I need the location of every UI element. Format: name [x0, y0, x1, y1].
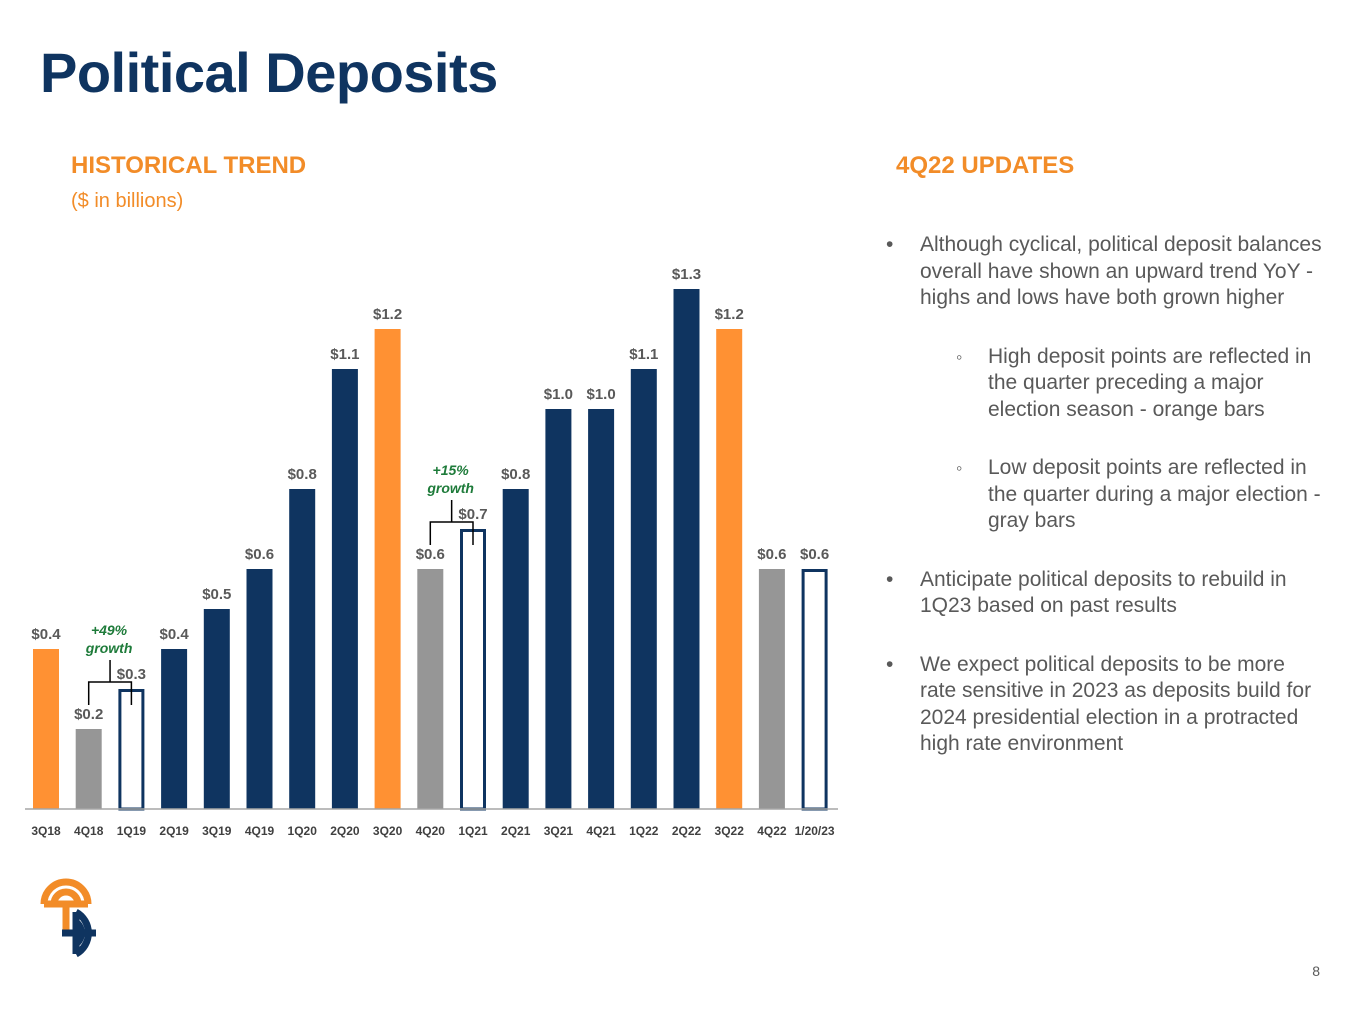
x-tick-label: 2Q19 [159, 824, 189, 838]
x-tick-label: 1Q20 [288, 824, 318, 838]
bar-value-label: $0.5 [202, 586, 231, 603]
bar-value-label: $0.2 [74, 706, 103, 723]
growth-annotation-percent: +49% [91, 622, 128, 638]
x-tick-label: 1Q21 [458, 824, 488, 838]
bar-value-label: $1.3 [672, 266, 701, 283]
x-tick-label: 4Q22 [757, 824, 787, 838]
x-tick-label: 1/20/23 [795, 824, 835, 838]
company-logo [40, 878, 96, 958]
updates-bullet-list: Although cyclical, political deposit bal… [886, 232, 1326, 790]
x-tick-label: 4Q21 [586, 824, 616, 838]
x-tick-label: 2Q22 [672, 824, 702, 838]
bar-value-label: $1.1 [330, 346, 359, 363]
bar-value-label: $0.4 [31, 626, 61, 643]
growth-annotation-label: growth [85, 640, 133, 656]
bar-value-label: $1.2 [373, 306, 402, 323]
bar-value-label: $1.1 [629, 346, 658, 363]
x-tick-label: 2Q21 [501, 824, 531, 838]
sub-bullet-item: High deposit points are reflected in the… [886, 344, 1326, 424]
growth-annotation-label: growth [426, 480, 474, 496]
bar-4Q20 [417, 569, 444, 809]
bar-1/20/23 [801, 569, 828, 811]
bar-3Q19 [203, 609, 230, 809]
sub-bullet-item: Low deposit points are reflected in the … [886, 455, 1326, 535]
updates-heading: 4Q22 UPDATES [896, 152, 1075, 179]
bar-4Q19 [246, 569, 273, 809]
growth-bracket [87, 660, 133, 705]
x-tick-label: 1Q19 [117, 824, 147, 838]
bar-value-label: $0.6 [416, 546, 445, 563]
bar-1Q21 [460, 529, 486, 811]
historical-trend-heading: HISTORICAL TREND [71, 152, 307, 179]
growth-bracket [429, 500, 474, 545]
x-tick-label: 4Q18 [74, 824, 104, 838]
bar-value-label: $0.7 [458, 506, 487, 523]
bar-value-label: $1.2 [715, 306, 744, 323]
bar-1Q22 [630, 369, 657, 809]
bar-value-label: $0.3 [117, 666, 146, 683]
bar-value-label: $0.6 [800, 546, 829, 563]
x-tick-label: 3Q22 [715, 824, 745, 838]
bar-1Q20 [289, 489, 316, 809]
x-tick-label: 2Q20 [330, 824, 360, 838]
bar-value-label: $0.4 [159, 626, 189, 643]
x-tick-label: 3Q21 [544, 824, 574, 838]
bar-2Q22 [673, 289, 700, 809]
bullet-item: We expect political deposits to be more … [886, 652, 1326, 758]
bar-value-label: $0.6 [757, 546, 786, 563]
bar-value-label: $1.0 [544, 386, 573, 403]
bullet-item: Although cyclical, political deposit bal… [886, 232, 1326, 312]
x-tick-label: 4Q19 [245, 824, 275, 838]
bar-2Q20 [331, 369, 358, 809]
x-tick-label: 4Q20 [416, 824, 446, 838]
page-number: 8 [1312, 963, 1320, 979]
bar-3Q20 [374, 329, 401, 809]
bar-4Q22 [758, 569, 785, 809]
x-tick-label: 1Q22 [629, 824, 659, 838]
bar-value-label: $1.0 [586, 386, 615, 403]
bar-3Q22 [716, 329, 743, 809]
x-tick-label: 3Q19 [202, 824, 232, 838]
x-tick-label: 3Q18 [31, 824, 61, 838]
bar-2Q21 [502, 489, 529, 809]
bar-1Q19 [118, 689, 145, 811]
bar-value-label: $0.6 [245, 546, 274, 563]
page-title: Political Deposits [40, 41, 498, 104]
bar-value-label: $0.8 [288, 466, 317, 483]
units-subheading: ($ in billions) [71, 190, 184, 212]
bar-4Q18 [75, 729, 102, 809]
bar-value-label: $0.8 [501, 466, 530, 483]
bullet-item: Anticipate political deposits to rebuild… [886, 567, 1326, 620]
political-deposits-bar-chart: $0.4 3Q18 $0.2 4Q18 $0.3 1Q19 $0.4 2Q19 $0.5 3Q19… [25, 266, 838, 838]
growth-annotation-percent: +15% [433, 462, 470, 478]
bar-3Q18 [33, 649, 59, 809]
bar-4Q21 [588, 409, 615, 809]
bar-3Q21 [545, 409, 572, 809]
bar-2Q19 [161, 649, 188, 809]
x-tick-label: 3Q20 [373, 824, 403, 838]
